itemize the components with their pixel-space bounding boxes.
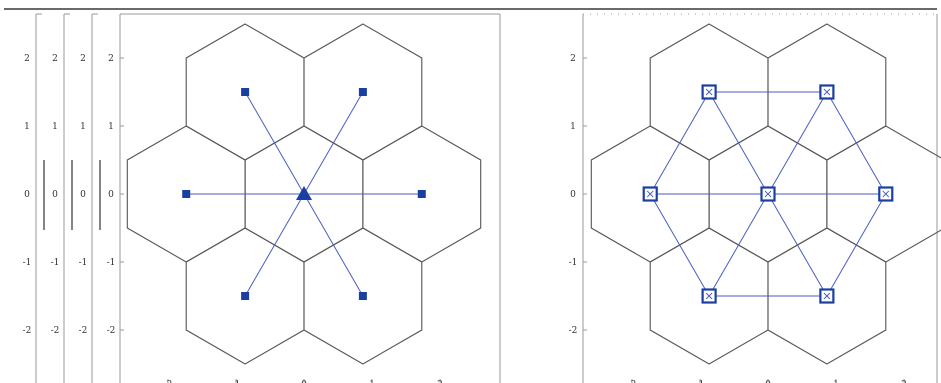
y-tick-label: -2 [79, 326, 88, 336]
cross-stroke [882, 190, 890, 198]
graph-edge [244, 91, 305, 195]
y-tick-label: 0 [108, 190, 114, 200]
x-tick-label: 2 [901, 380, 907, 383]
stacked-frame: 2 1 0 -1 -2 [79, 13, 101, 383]
y-tick-label: -2 [107, 326, 116, 336]
x-tick-label: -1 [696, 380, 705, 383]
y-tick-label: 1 [52, 122, 58, 132]
open-square-marker [701, 288, 717, 304]
stacked-frame: 2 1 0 -1 -2 [23, 13, 45, 383]
y-tick-label: 2 [24, 54, 30, 64]
panel-right: 2 1 0 -1 -2 -2 -1 0 1 2 [569, 13, 941, 383]
square-marker [358, 292, 367, 300]
hexagon-cell [767, 227, 887, 365]
x-tick-label: -2 [164, 380, 173, 383]
open-square-marker [760, 186, 776, 202]
y-tick-label: 2 [108, 54, 114, 64]
x-tick-label: 1 [369, 380, 375, 383]
graph-edge [649, 193, 710, 297]
y-tick-label: 0 [80, 190, 86, 200]
y-tick-label: -2 [51, 326, 60, 336]
y-tick-label: -1 [51, 258, 60, 268]
y-tick-label: 0 [570, 190, 576, 200]
square-marker [241, 292, 250, 300]
cross-stroke [705, 292, 713, 300]
cross-stroke [705, 88, 713, 96]
graph-edge [826, 91, 887, 195]
open-square-marker [701, 84, 717, 100]
square-marker [417, 190, 426, 198]
graph-edge [244, 193, 305, 297]
y-tick-label: -1 [79, 258, 88, 268]
y-tick-label: 1 [24, 122, 30, 132]
x-tick-label: -1 [232, 380, 241, 383]
y-tick-label: 2 [52, 54, 58, 64]
y-tick-label: 2 [570, 54, 576, 64]
x-tick-label: 0 [301, 380, 307, 383]
x-tick-label: -2 [628, 380, 637, 383]
open-square-marker [819, 84, 835, 100]
cross-stroke [646, 190, 654, 198]
x-tick-label: 1 [833, 380, 839, 383]
open-square-marker [878, 186, 894, 202]
graph-edge [649, 91, 710, 195]
triangle-marker [296, 186, 312, 200]
cross-stroke [823, 88, 831, 96]
square-marker [358, 88, 367, 96]
stacked-frame: 2 1 0 -1 -2 [51, 13, 73, 383]
y-tick-label: -2 [23, 326, 32, 336]
graph-edge [303, 193, 364, 297]
graph-edge [708, 91, 769, 195]
open-square-marker [819, 288, 835, 304]
cross-stroke [823, 292, 831, 300]
y-tick-label: -1 [569, 258, 578, 268]
y-tick-label: -2 [569, 326, 578, 336]
graph-edge [826, 193, 887, 297]
graph-edge [303, 91, 364, 195]
hexagon-cell [303, 227, 423, 365]
y-tick-label: 1 [108, 122, 114, 132]
open-square-marker [642, 186, 658, 202]
cross-stroke [764, 190, 772, 198]
graph-edge [767, 91, 828, 195]
square-marker [241, 88, 250, 96]
y-tick-label: -1 [23, 258, 32, 268]
x-tick-label: 2 [437, 380, 443, 383]
y-tick-label: 2 [80, 54, 86, 64]
square-marker [182, 190, 191, 198]
y-tick-label: 0 [52, 190, 58, 200]
y-tick-label: 0 [24, 190, 30, 200]
y-tick-label: 1 [570, 122, 576, 132]
y-tick-label: -1 [107, 258, 116, 268]
panel-left: 2 1 0 -1 -2 2 1 0 -1 -2 2 1 0 -1 -2 2 1 0 -1 -2 -2 -1 0 1 2 [23, 13, 501, 383]
graph-edge [708, 193, 769, 297]
graph-edge [767, 193, 828, 297]
y-tick-label: 1 [80, 122, 86, 132]
x-tick-label: 0 [765, 380, 771, 383]
